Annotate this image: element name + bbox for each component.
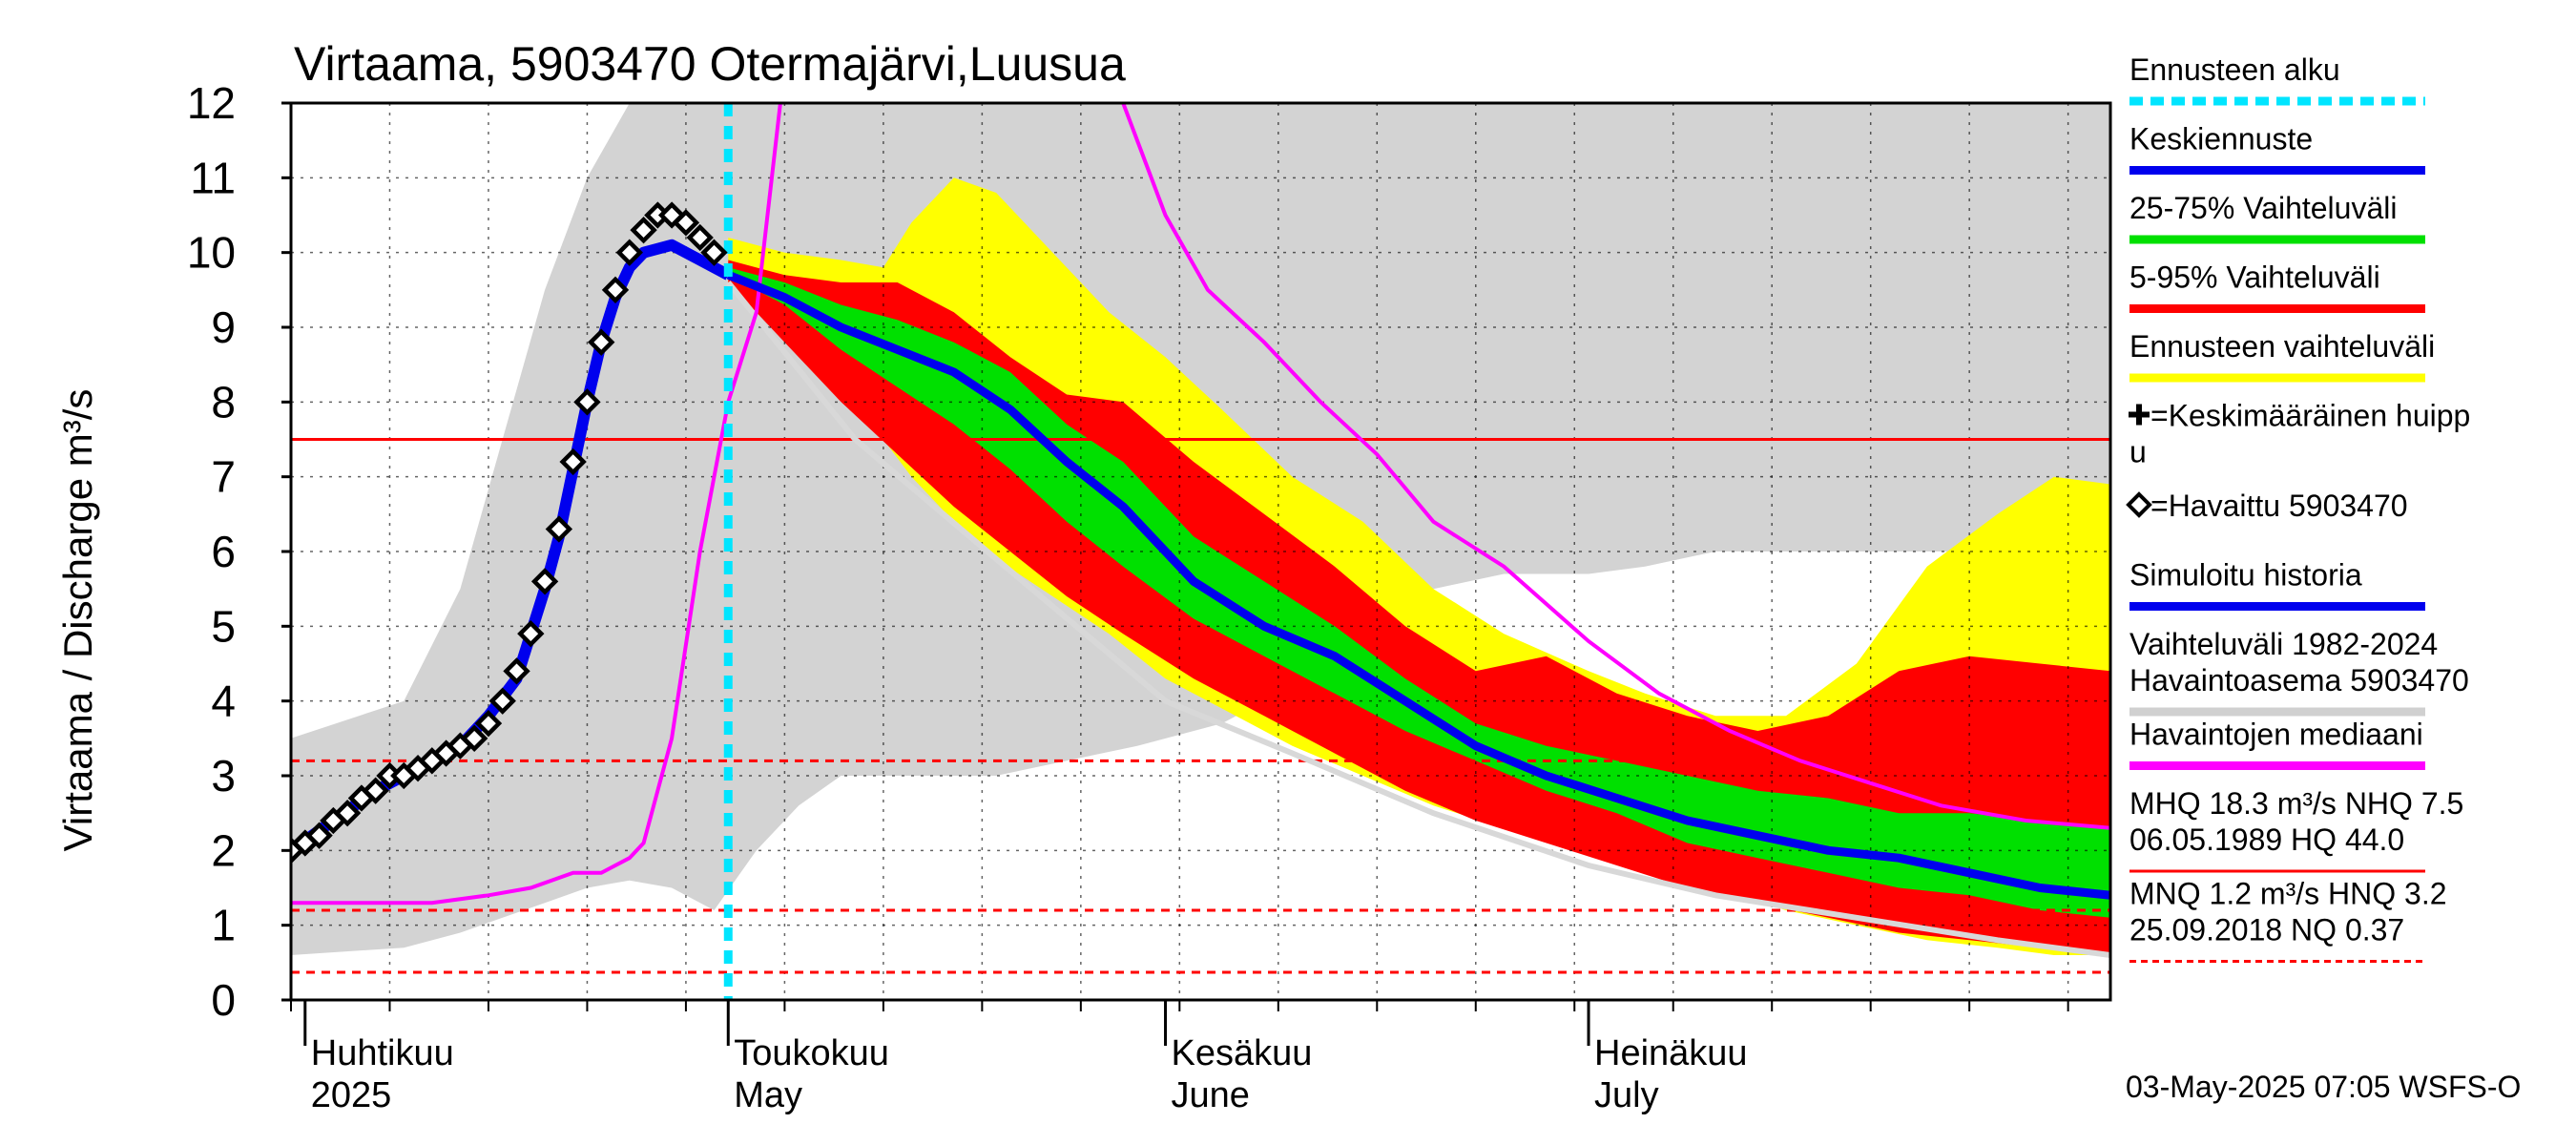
legend-item: MNQ 1.2 m³/s HNQ 3.225.09.2018 NQ 0.37 [2129,877,2447,963]
observed-point [305,822,333,849]
observed-point [601,276,630,304]
legend-label-line2: 06.05.1989 HQ 44.0 [2129,822,2404,857]
legend-label: Ennusteen vaihteluväli [2129,329,2435,364]
band-25-75-vaihteluv-li [728,267,2110,918]
observed-point [503,657,530,685]
observed-point [573,388,601,416]
y-tick-label: 7 [211,452,236,502]
legend-label: Simuloitu historia [2129,558,2362,593]
legend-item: Havaintojen mediaani [2129,718,2425,770]
legend-item: 25-75% Vaihteluväli [2129,191,2425,244]
x-month-label: Heinäkuu [1594,1033,1748,1073]
legend-item: Simuloitu historia [2129,558,2425,611]
y-tick-label: 4 [211,677,236,726]
y-tick-label: 8 [211,377,236,427]
observed-point [517,619,545,648]
observed-point [615,239,643,266]
legend-item: 5-95% Vaihteluväli [2129,260,2425,313]
median-line [291,103,2110,906]
legend-label: Havaintojen mediaani [2129,718,2423,752]
legend-label: 25-75% Vaihteluväli [2129,191,2397,225]
mean-forecast-line [726,271,2110,900]
y-tick-label: 11 [190,153,236,202]
legend-label: MNQ 1.2 m³/s HNQ 3.2 [2129,877,2447,911]
legend-label-line2: 25.09.2018 NQ 0.37 [2129,913,2404,947]
legend: Ennusteen alku Keskiennuste 25-75% Vaihtel… [2126,52,2470,963]
legend-item: MHQ 18.3 m³/s NHQ 7.506.05.1989 HQ 44.0 [2129,786,2463,873]
legend-label-line2: Havaintoasema 5903470 [2129,663,2469,697]
legend-label: =Keskimääräinen huipp [2150,399,2470,433]
observed-point [545,515,573,543]
footer-timestamp: 03-May-2025 07:05 WSFS-O [2126,1070,2521,1104]
observed-point [460,724,488,753]
y-tick-label: 1 [211,901,236,950]
legend-label: MHQ 18.3 m³/s NHQ 7.5 [2129,786,2463,821]
x-month-sublabel: July [1594,1075,1659,1115]
legend-label: =Havaittu 5903470 [2150,489,2408,523]
legend-diamond-icon [2126,491,2152,518]
series-lines [291,103,2110,1000]
legend-label: Keskiennuste [2129,122,2313,156]
legend-item: Vaihteluväli 1982-2024 Havaintoasema 590… [2129,627,2469,717]
legend-item: =Havaittu 5903470 [2126,489,2408,523]
x-month-sublabel: June [1172,1075,1250,1115]
y-tick-label: 6 [211,527,236,576]
observed-point [530,568,559,595]
legend-item: Ennusteen vaihteluväli [2129,329,2435,383]
x-month-sublabel: May [734,1075,802,1115]
observed-point [672,209,700,237]
axes: 0123456789101112Huhtikuu2025ToukokuuMayK… [187,78,2112,1115]
legend-label: Ennusteen alku [2129,52,2340,87]
observed-point [686,223,714,252]
history-low-line [725,281,2110,958]
y-tick-label: 5 [211,601,236,651]
observed-point [559,448,587,476]
legend-plus-icon [2129,404,2150,426]
chart-title: Virtaama, 5903470 Otermajärvi,Luusua [294,37,1126,91]
legend-label-line2: u [2129,435,2147,469]
y-axis-label: Virtaama / Discharge m³/s [55,389,100,852]
observed-point [488,687,516,715]
y-tick-label: 12 [187,78,236,128]
x-month-sublabel: 2025 [311,1075,392,1115]
y-tick-label: 0 [211,975,236,1025]
observed-point [474,709,503,738]
x-month-label: Toukokuu [734,1033,889,1073]
x-month-label: Huhtikuu [311,1033,454,1073]
observed-point [362,777,389,804]
y-tick-label: 9 [211,302,236,352]
legend-item: Keskiennuste [2129,122,2425,175]
y-tick-label: 10 [187,228,236,278]
legend-label: Vaihteluväli 1982-2024 [2129,627,2438,661]
observed-point [630,216,657,244]
legend-item: Ennusteen alku [2129,52,2425,106]
y-tick-label: 2 [211,825,236,875]
y-tick-label: 3 [211,751,236,801]
observed-point [657,201,686,229]
observed-point [588,328,615,356]
legend-label: 5-95% Vaihteluväli [2129,260,2380,295]
observed-point [333,799,362,827]
observed-point [700,239,728,266]
x-month-label: Kesäkuu [1172,1033,1313,1073]
